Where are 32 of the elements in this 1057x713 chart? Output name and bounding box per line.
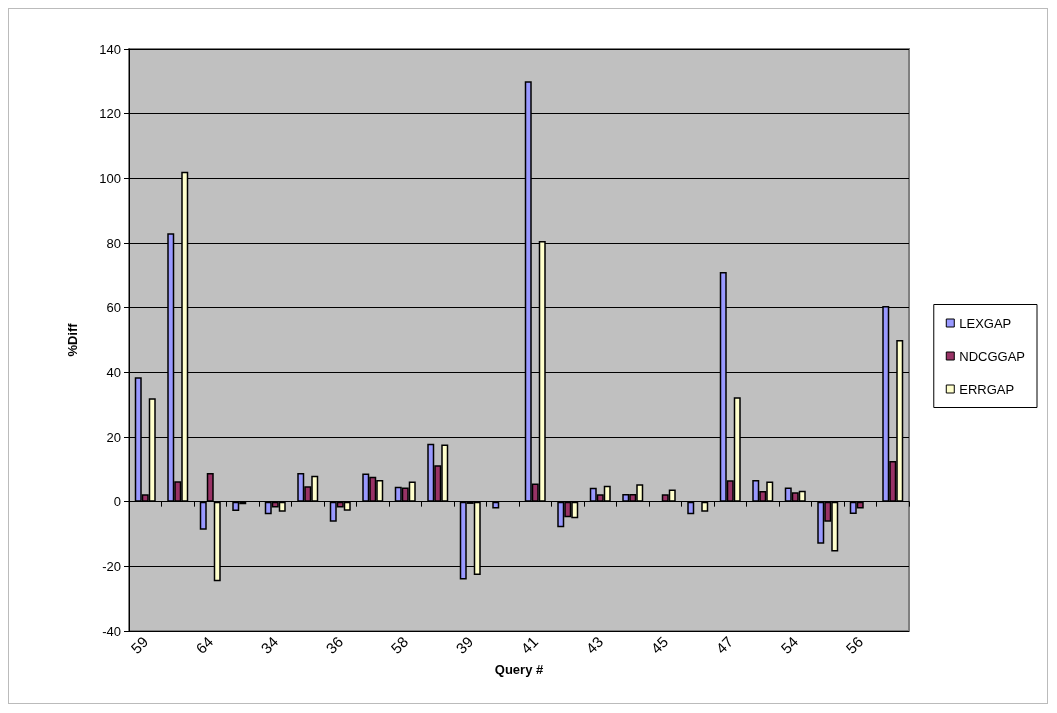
y-axis-title: %Diff xyxy=(65,322,80,357)
bar xyxy=(206,472,214,502)
y-tick-label: 40 xyxy=(106,364,121,380)
x-tick-label: 58 xyxy=(387,632,412,657)
bar xyxy=(199,501,207,530)
y-tick-label: 0 xyxy=(113,494,121,510)
y-tick-label: -20 xyxy=(102,558,121,574)
legend-label: NDCGGAP xyxy=(959,348,1025,364)
legend-label: LEXGAP xyxy=(959,315,1012,331)
y-tick-label: 140 xyxy=(99,41,121,57)
y-tick-label: 80 xyxy=(106,235,121,251)
x-tick-label: 39 xyxy=(452,632,477,657)
x-tick-label: 64 xyxy=(192,632,217,657)
x-tick-label: 54 xyxy=(777,632,802,657)
bar xyxy=(687,501,695,515)
x-axis-title: Query # xyxy=(494,662,544,678)
x-tick-label: 59 xyxy=(127,632,152,657)
y-tick-label: 120 xyxy=(99,106,121,122)
x-tick-label: 36 xyxy=(322,632,347,657)
bar xyxy=(701,501,709,512)
x-tick-label: 56 xyxy=(842,632,867,657)
x-tick-label: 47 xyxy=(712,632,737,657)
legend-label: ERRGAP xyxy=(959,381,1015,397)
x-tick-label: 41 xyxy=(517,632,542,657)
x-tick-label: 45 xyxy=(647,632,672,657)
y-tick-label: 60 xyxy=(106,300,121,316)
y-tick-label: 20 xyxy=(106,429,121,445)
y-tick-label: 100 xyxy=(99,170,121,186)
bar xyxy=(492,501,500,509)
y-tick-label: -40 xyxy=(102,623,121,639)
x-tick-label: 43 xyxy=(582,632,607,657)
x-tick-label: 34 xyxy=(257,632,282,657)
